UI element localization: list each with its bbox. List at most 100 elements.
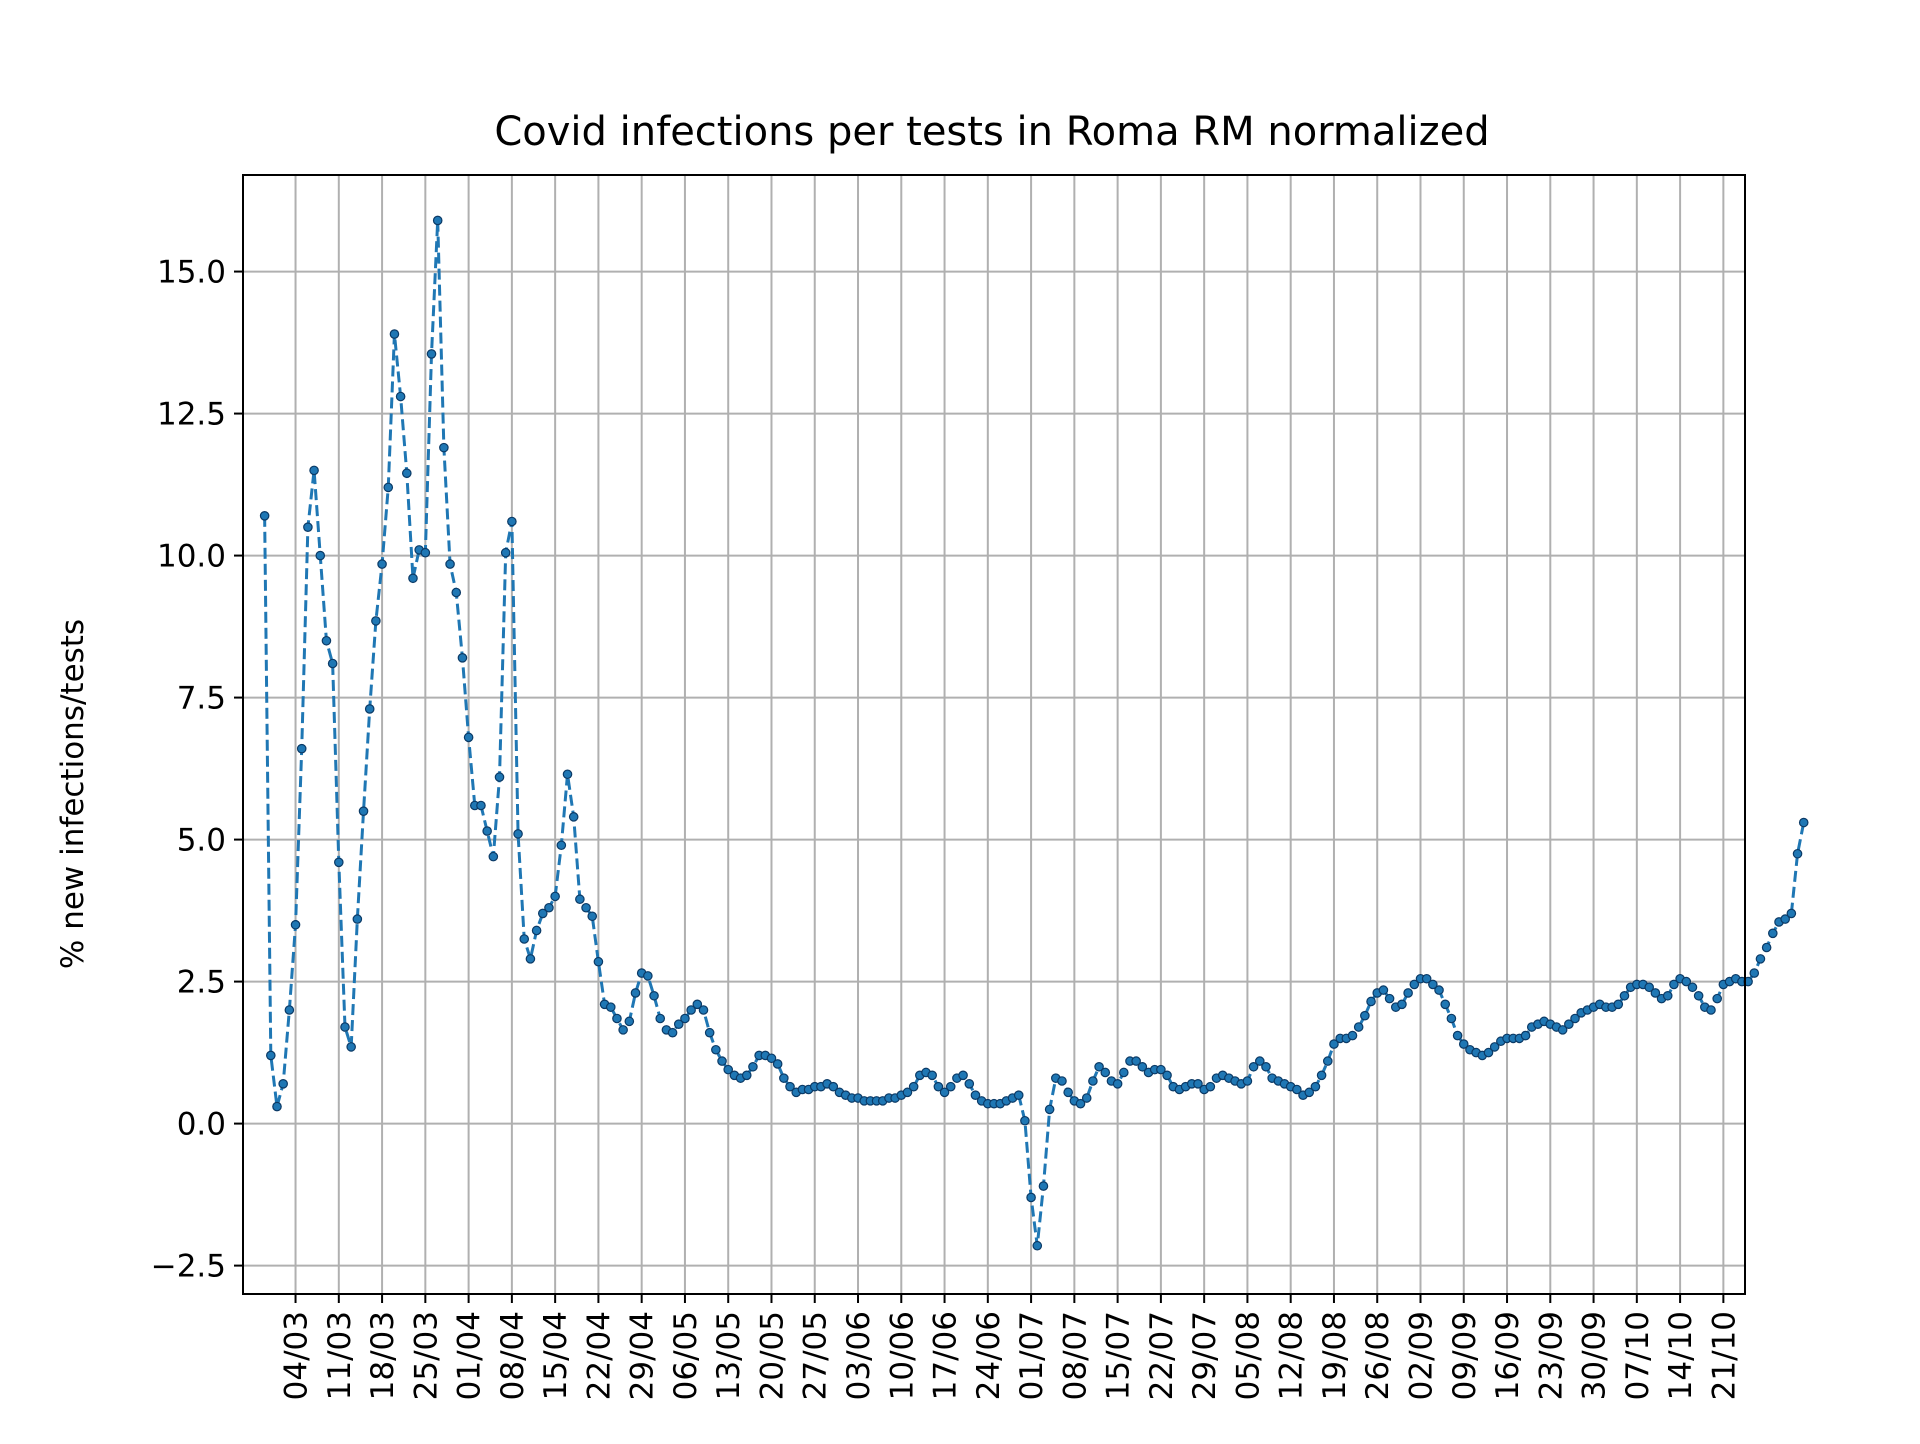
data-point [1316,1070,1327,1081]
data-point [321,635,332,646]
data-point [1712,993,1722,1004]
y-axis-label: % new infections/tests [55,619,91,969]
data-point [1564,1019,1574,1029]
data-point [476,800,486,811]
data-point [927,1070,937,1081]
data-point [704,1027,715,1038]
x-tick-label: 16/09 [1490,1311,1526,1400]
data-point [1403,988,1413,998]
data-point [1304,1087,1315,1098]
data-point [1693,990,1704,1001]
x-tick-label: 26/08 [1360,1311,1396,1400]
y-tick-label: 2.5 [177,965,226,1001]
x-tick-label: 27/05 [798,1311,834,1400]
data-point [686,1005,696,1015]
data-point [1786,908,1797,919]
data-point [1322,1056,1333,1066]
data-point [451,587,462,598]
data-point [562,769,573,780]
data-point [537,908,548,919]
data-point [259,511,270,521]
data-point [1662,990,1673,1001]
data-point [1687,982,1698,993]
data-point [568,812,579,822]
data-point [1397,999,1407,1010]
data-point [772,1059,783,1069]
data-point [1057,1076,1067,1086]
data-point [575,894,585,905]
data-point [1798,817,1809,828]
data-point [748,1061,758,1072]
x-tick-label: 22/07 [1144,1311,1180,1400]
x-tick-label: 15/07 [1101,1311,1137,1400]
data-point [945,1081,956,1092]
data-point [1613,999,1624,1010]
data-point [327,658,338,669]
data-point [377,559,387,569]
data-point [494,772,505,782]
data-point [1032,1240,1043,1251]
data-point [1384,993,1395,1004]
data-point [680,1013,690,1024]
data-point [1428,979,1438,990]
data-point [408,573,418,584]
data-point [1026,1192,1036,1203]
data-point [1242,1076,1253,1086]
data-point [723,1064,734,1075]
x-tick-label: 12/08 [1274,1311,1310,1400]
data-point [1347,1030,1358,1041]
data-point [692,999,703,1010]
x-axis-ticks: 04/03 11/03 18/03 25/03 01/04 08/04 15/04 22/04… [279,1294,1742,1400]
data-point [525,954,536,964]
x-tick-label: 08/07 [1057,1311,1093,1400]
y-tick-label: 0.0 [177,1107,226,1143]
data-point [1119,1067,1129,1078]
data-point [1081,1093,1092,1103]
data-point [463,732,474,743]
data-point [1254,1056,1265,1066]
data-point [673,1019,684,1029]
data-point [500,547,511,558]
data-point [550,891,560,902]
data-point [315,550,326,561]
x-tick-label: 29/04 [625,1311,661,1400]
data-point [1038,1181,1049,1191]
data-point [519,934,530,944]
data-point [1020,1115,1030,1126]
data-point [1792,848,1803,859]
data-point [309,465,319,476]
x-tick-label: 08/04 [495,1311,531,1400]
data-point [1761,942,1772,953]
data-point [1112,1079,1123,1089]
data-point [401,468,412,479]
data-point [278,1079,288,1089]
data-point [1681,976,1692,987]
data-point [1261,1061,1271,1072]
data-point [655,1013,666,1024]
data-point [1075,1098,1086,1109]
plot-frame [242,174,1746,1295]
data-point [383,482,394,493]
x-tick-label: 09/09 [1447,1311,1483,1400]
data-point [1520,1030,1531,1041]
x-tick-label: 17/06 [928,1311,964,1400]
data-point [643,971,653,981]
data-point [587,911,598,922]
data-point [488,851,499,862]
data-point [1780,914,1790,924]
data-point [1458,1039,1469,1049]
x-tick-label: 02/09 [1403,1311,1439,1400]
data-point [1013,1090,1024,1100]
data-point [741,1070,752,1081]
data-point [605,1002,616,1012]
data-point [1044,1104,1055,1115]
x-tick-label: 07/10 [1620,1311,1656,1400]
data-point [618,1025,628,1035]
data-point [964,1079,975,1089]
data-point [1310,1081,1321,1092]
x-tick-label: 23/09 [1533,1311,1569,1400]
data-point [1156,1064,1166,1075]
data-point [272,1101,282,1112]
data-point [420,547,431,558]
